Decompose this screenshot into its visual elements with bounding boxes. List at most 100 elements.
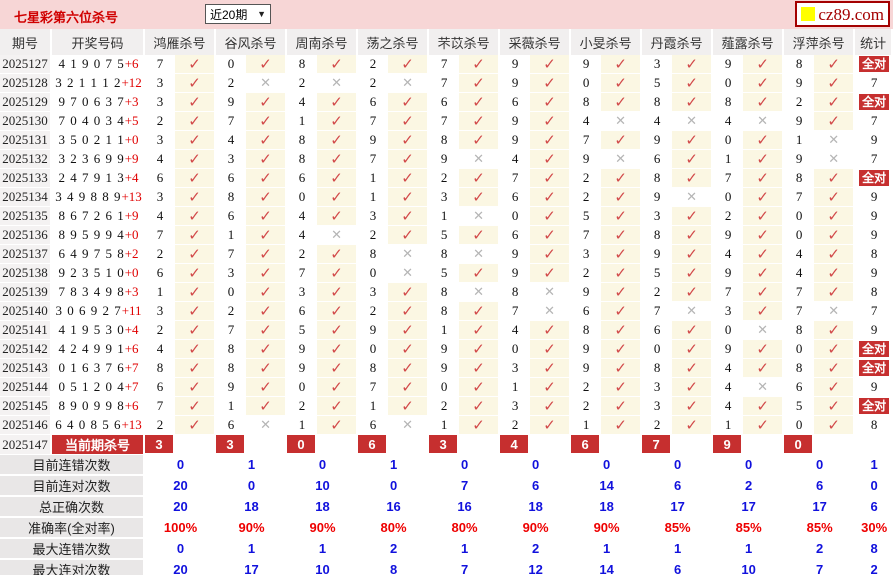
summary-value: 1 — [713, 539, 785, 560]
kill-number-cell: 4 — [713, 378, 744, 397]
check-icon: ✓ — [401, 227, 414, 244]
check-icon: ✓ — [601, 359, 643, 378]
check-icon: ✓ — [743, 55, 785, 74]
kill-number-cell: 2 — [358, 55, 389, 74]
draw-bonus: +7 — [124, 360, 139, 375]
kill-number-cell: 9 — [429, 359, 460, 378]
check-icon: ✓ — [614, 132, 627, 149]
period-cell: 2025133 — [0, 169, 52, 188]
empty-cell — [317, 435, 359, 455]
check-icon: ✓ — [814, 416, 856, 435]
kill-number-cell: 9 — [642, 131, 673, 150]
all-correct-badge: 全对 — [859, 341, 890, 357]
cross-icon: ✕ — [331, 75, 342, 90]
kill-number-cell: 9 — [713, 55, 744, 74]
check-icon: ✓ — [756, 303, 769, 320]
check-icon: ✓ — [543, 246, 556, 263]
kill-number-cell: 0 — [216, 55, 247, 74]
table-row: 2025127 4 1 9 0 7 5+6 7 ✓ 0 ✓ 8 ✓ 2 ✓ 7 ✓ 9 ✓ 9 ✓ 3 ✓ 9 ✓ 8 ✓… — [0, 55, 893, 74]
check-icon: ✓ — [259, 303, 272, 320]
cross-icon: ✕ — [459, 150, 501, 169]
column-header: 开奖号码 — [52, 29, 145, 55]
kill-number-cell: 2 — [145, 245, 175, 264]
check-icon: ✓ — [175, 207, 217, 226]
check-icon: ✓ — [246, 207, 288, 226]
period-range-select[interactable]: 近20期 ▼ — [205, 4, 271, 24]
kill-number-cell: 3 — [571, 245, 602, 264]
check-icon: ✓ — [175, 226, 217, 245]
check-icon: ✓ — [614, 284, 627, 301]
draw-numbers-cell: 7 8 3 4 9 8+3 — [52, 283, 145, 302]
cross-icon: ✕ — [757, 113, 769, 128]
summary-value: 1 — [571, 539, 643, 560]
cross-icon: ✕ — [530, 283, 572, 302]
check-icon: ✓ — [188, 341, 201, 358]
kill-number-cell: 6 — [216, 416, 247, 435]
check-icon: ✓ — [743, 264, 785, 283]
summary-value: 6 — [642, 476, 714, 497]
check-icon: ✓ — [317, 416, 359, 435]
check-icon: ✓ — [246, 321, 288, 340]
kill-number-cell: 9 — [500, 74, 531, 93]
check-icon: ✓ — [814, 264, 856, 283]
check-icon: ✓ — [672, 74, 714, 93]
check-icon: ✓ — [317, 188, 359, 207]
summary-value: 90% — [216, 518, 288, 539]
check-icon: ✓ — [175, 264, 217, 283]
check-icon: ✓ — [743, 188, 785, 207]
column-header: 荡之杀号 — [358, 29, 430, 55]
check-icon: ✓ — [388, 340, 430, 359]
check-icon: ✓ — [756, 208, 769, 225]
summary-value: 1 — [216, 455, 288, 476]
kill-number-cell: 6 — [216, 207, 247, 226]
table-row: 2025141 4 1 9 5 3 0+4 2 ✓ 7 ✓ 5 ✓ 9 ✓ 1 ✓ 4 ✓ 8 ✓ 6 ✓ 0 ✕ 8 ✓… — [0, 321, 893, 340]
check-icon: ✓ — [672, 131, 714, 150]
check-icon: ✓ — [472, 417, 485, 434]
summary-label: 总正确次数 — [0, 497, 145, 518]
check-icon: ✓ — [175, 340, 217, 359]
check-icon: ✓ — [175, 283, 217, 302]
kill-number-cell: 0 — [429, 378, 460, 397]
kill-number-cell: 2 — [642, 416, 673, 435]
row-stat-cell: 9 — [855, 188, 893, 207]
draw-numbers-cell: 3 4 9 8 8 9+13 — [52, 188, 145, 207]
draw-bonus: +2 — [124, 246, 139, 261]
kill-number-cell: 2 — [429, 397, 460, 416]
kill-number-cell: 7 — [500, 169, 531, 188]
summary-value: 0 — [358, 476, 430, 497]
summary-value: 7 — [429, 560, 500, 575]
summary-row: 最大连对次数 20 17 10 8 7 12 14 6 10 7 2 — [0, 560, 893, 575]
summary-value: 6 — [784, 476, 856, 497]
period-cell: 2025134 — [0, 188, 52, 207]
cross-icon: ✕ — [331, 227, 342, 242]
kill-number-cell: 7 — [216, 321, 247, 340]
current-kill-number: 0 — [287, 435, 318, 455]
check-icon: ✓ — [756, 227, 769, 244]
summary-value: 0 — [216, 476, 288, 497]
check-icon: ✓ — [472, 341, 485, 358]
draw-numbers-cell: 4 2 4 9 9 1+6 — [52, 340, 145, 359]
cross-icon: ✕ — [615, 113, 627, 128]
summary-value: 20 — [145, 476, 217, 497]
kill-number-cell: 2 — [571, 169, 602, 188]
check-icon: ✓ — [827, 265, 840, 282]
draw-bonus: +9 — [124, 208, 139, 223]
period-cell: 2025132 — [0, 150, 52, 169]
kill-number-cell: 5 — [571, 207, 602, 226]
site-logo[interactable]: cz89.com — [795, 1, 890, 27]
check-icon: ✓ — [246, 112, 288, 131]
check-icon: ✓ — [188, 417, 201, 434]
check-icon: ✓ — [472, 94, 485, 111]
check-icon: ✓ — [601, 378, 643, 397]
draw-digits: 8 9 5 9 9 4 — [58, 227, 125, 242]
draw-numbers-cell: 4 1 9 0 7 5+6 — [52, 55, 145, 74]
kill-number-cell: 9 — [713, 340, 744, 359]
row-stat-cell: 9 — [855, 378, 893, 397]
check-icon: ✓ — [743, 226, 785, 245]
column-header: 统计 — [855, 29, 893, 55]
kill-number-cell: 8 — [784, 55, 815, 74]
check-icon: ✓ — [259, 132, 272, 149]
row-stat-cell: 7 — [855, 150, 893, 169]
kill-number-cell: 9 — [571, 359, 602, 378]
check-icon: ✓ — [685, 341, 698, 358]
